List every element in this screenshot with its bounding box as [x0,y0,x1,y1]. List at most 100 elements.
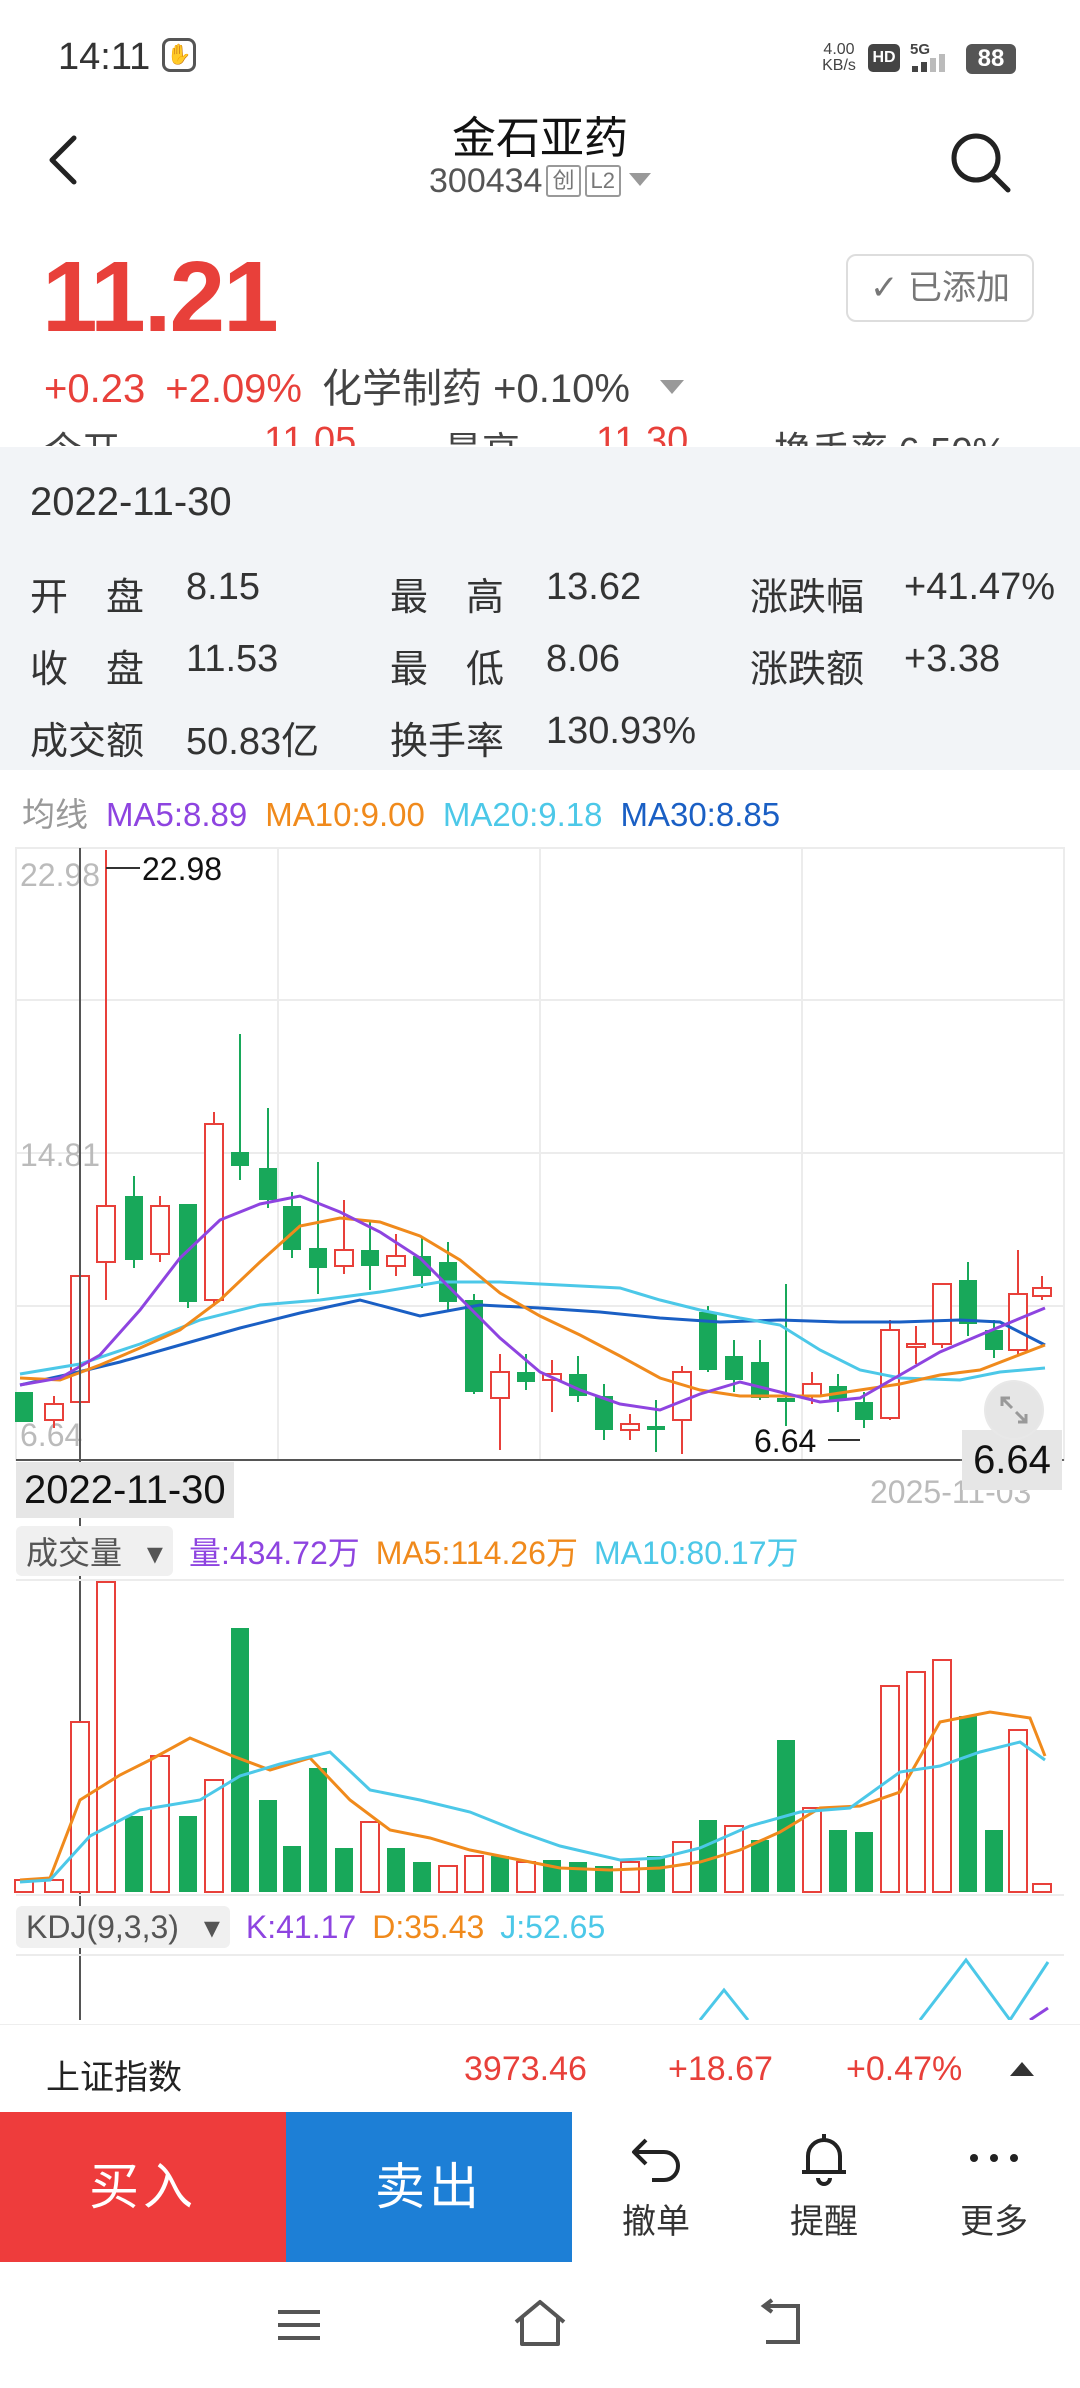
y-axis-low: 6.64 [20,1417,82,1453]
candle-body [465,1300,483,1392]
kdj-legend: KDJ(9,3,3) ▾ K:41.17 D:35.43 J:52.65 [16,1906,621,1948]
volume-ma5: MA5:114.26万 [375,1535,578,1571]
volume-bar [44,1879,64,1893]
turnover-value: 130.93% [546,710,697,752]
y-axis-high: 22.98 [20,857,100,893]
buy-button[interactable]: 买入 [0,2112,286,2262]
ma-title[interactable]: 均线 [22,796,88,833]
alert-button[interactable]: 提醒 [744,2128,904,2248]
volume-legend: 成交量 ▾ 量:434.72万 MA5:114.26万 MA10:80.17万 [16,1526,815,1576]
low-label: 最 低 [390,649,505,691]
chg-pct-label: 涨跌幅 [750,577,865,619]
search-button[interactable] [948,130,1012,194]
more-dots-icon [970,2154,1018,2162]
menu-icon[interactable] [274,2300,324,2350]
volume-bar [413,1862,431,1892]
volume-bar [1008,1729,1028,1893]
indicator-selector[interactable]: KDJ(9,3,3) ▾ [16,1906,230,1948]
volume-bar [1032,1883,1052,1893]
volume-bar [438,1865,458,1893]
volume-bar [360,1821,380,1893]
volume-bar [647,1856,665,1892]
candle-body [309,1248,327,1268]
kline-info-panel [0,447,1080,770]
network-type: 5G [910,41,930,58]
min-marker: 6.64 [754,1423,816,1459]
bell-icon [802,2134,846,2186]
ma20-line [19,1280,1046,1382]
chg-amt-label: 涨跌额 [750,649,865,691]
candle-body [647,1426,665,1430]
volume-bar [125,1816,143,1892]
candle-body [777,1398,795,1402]
board-tag: 创 [546,165,581,197]
volume-bar [464,1855,484,1893]
candle-body [125,1196,143,1260]
kline-chart[interactable]: 22.98 14.81 6.64 22.98 6.64 [0,840,1080,2020]
candle-body [96,1205,116,1263]
info-date: 2022-11-30 [30,480,232,524]
turnover-label: 换手率 [390,721,505,763]
volume-bars [14,1581,1052,1893]
back-nav-icon[interactable] [752,2298,806,2350]
volume-grid [16,1579,1064,1956]
expand-icon[interactable] [984,1380,1044,1440]
low-value: 8.06 [546,638,620,680]
volume-bar [491,1856,509,1892]
candle-body [413,1256,431,1276]
battery-icon: 88 [966,44,1016,74]
undo-icon [632,2138,680,2182]
ma30-label: MA30:8.85 [620,796,781,833]
added-watchlist-button[interactable]: ✓ 已添加 [846,254,1034,322]
candle-body [855,1402,873,1420]
volume-bar [70,1721,90,1893]
volume-bar [569,1862,587,1892]
ma10-line [19,1216,1046,1398]
system-nav-bar [0,2262,1080,2388]
index-value: 3973.46 [464,2050,587,2088]
volume-bar [751,1840,769,1892]
home-icon[interactable] [510,2296,570,2352]
volume-bar [150,1755,170,1893]
more-button[interactable]: 更多 [914,2128,1074,2248]
volume-bar [204,1779,224,1893]
volume-selector[interactable]: 成交量 ▾ [16,1526,173,1576]
volume-bar [959,1716,977,1892]
stock-code-row[interactable]: 300434 创 L2 [0,162,1080,201]
sell-button[interactable]: 卖出 [286,2112,572,2262]
ma30-line [19,1298,1046,1387]
candle-body [386,1255,406,1267]
ma20-label: MA20:9.18 [442,796,603,833]
chevron-down-icon[interactable] [659,380,684,394]
chg-pct-value: +41.47% [904,566,1056,608]
volume-bar [335,1848,353,1892]
volume-bar [699,1820,717,1892]
index-bar[interactable] [0,2024,1080,2112]
sector-change[interactable]: 化学制药 +0.10% [322,367,630,411]
candle-body [179,1204,197,1302]
close-value: 11.53 [186,638,279,680]
candle-body [334,1249,354,1267]
cancel-order-button[interactable]: 撤单 [576,2128,736,2248]
current-price: 11.21 [42,241,279,353]
candle-body [595,1396,613,1430]
candle-body [15,1392,33,1422]
back-button[interactable] [40,130,90,190]
chevron-up-icon[interactable] [1010,2062,1034,2076]
volume-bar [724,1825,744,1893]
high-label: 最 高 [390,577,505,619]
volume-bar [387,1848,405,1892]
candle-body [802,1383,822,1397]
candle-body [231,1152,249,1166]
price-change-pct: +2.09% [165,367,302,411]
ma5-label: MA5:8.89 [106,796,248,833]
chevron-down-icon[interactable] [628,173,651,186]
candle-body [932,1283,952,1345]
ma5-line [19,1194,1046,1412]
volume-bar [620,1861,640,1893]
candle-body [620,1423,640,1431]
candle-body [490,1371,510,1399]
volume-bar [179,1816,197,1892]
kdj-d: D:35.43 [372,1909,485,1945]
candle-body [699,1312,717,1370]
